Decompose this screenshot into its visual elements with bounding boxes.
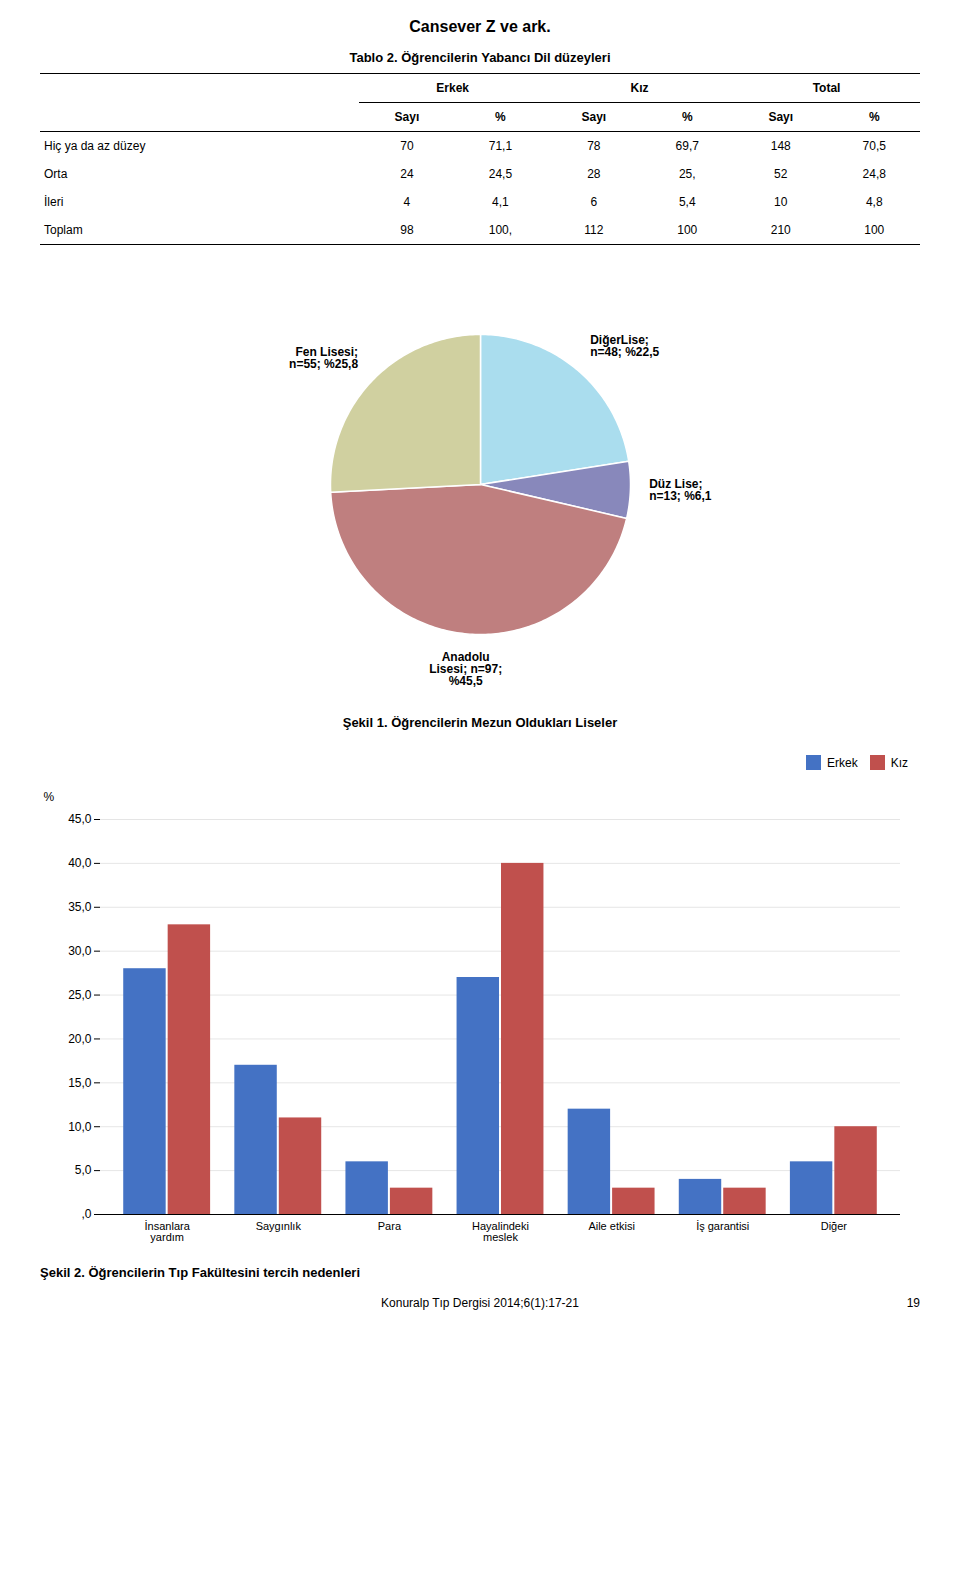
html-text:28: 28 — [587, 167, 601, 181]
html-text:Şekil 2. Öğrencilerin Tıp Fakü: Şekil 2. Öğrencilerin Tıp Fakültesini te… — [40, 1265, 360, 1280]
svg-text:DiğerLise;n=48; %22,5: DiğerLise;n=48; %22,5 — [590, 333, 659, 359]
html-text:Erkek: Erkek — [436, 81, 469, 95]
html-text:100,: 100, — [488, 223, 513, 237]
html-text:25,: 25, — [678, 167, 696, 181]
html-text:19: 19 — [906, 1296, 920, 1310]
html-text:70: 70 — [400, 139, 414, 153]
html-text:Konuralp Tıp Dergisi 2014;6(1): Konuralp Tıp Dergisi 2014;6(1):17-21 — [381, 1296, 579, 1310]
html-text:98: 98 — [400, 223, 414, 237]
html-text:69,7: 69,7 — [675, 139, 699, 153]
html-text:52: 52 — [774, 167, 788, 181]
html-text:Şekil 1. Öğrencilerin Mezun Ol: Şekil 1. Öğrencilerin Mezun Oldukları Li… — [342, 715, 618, 730]
svg-text:40,0: 40,0 — [68, 856, 92, 870]
html-text:Total: Total — [812, 81, 841, 95]
svg-text:AnadoluLisesi; n=97;%45,5: AnadoluLisesi; n=97;%45,5 — [429, 650, 502, 688]
svg-text:15,0: 15,0 — [68, 1076, 92, 1090]
html-text:100: 100 — [677, 223, 698, 237]
svg-text:Diğer: Diğer — [821, 1220, 848, 1232]
html-text:112: 112 — [584, 223, 604, 237]
html-text:Sayı: Sayı — [768, 110, 794, 124]
html-text:70,5: 70,5 — [862, 139, 886, 153]
html-text:5,4: 5,4 — [678, 195, 696, 209]
html-text:Tablo 2. Öğrencilerin Yabancı: Tablo 2. Öğrencilerin Yabancı Dil düzeyl… — [349, 50, 611, 65]
svg-text:30,0: 30,0 — [68, 944, 92, 958]
svg-text:35,0: 35,0 — [68, 900, 92, 914]
html-text:Kız: Kız — [890, 755, 908, 770]
html-text:Cansever Z ve ark.: Cansever Z ve ark. — [409, 18, 551, 35]
html-text:24,5: 24,5 — [488, 167, 513, 181]
html-text:Orta: Orta — [44, 167, 68, 181]
html-text:6: 6 — [590, 195, 598, 209]
html-text:İleri: İleri — [44, 195, 64, 209]
svg-text:25,0: 25,0 — [68, 988, 92, 1002]
svg-text:Hayalindekimeslek: Hayalindekimeslek — [472, 1220, 529, 1243]
svg-text:İş garantisi: İş garantisi — [696, 1220, 749, 1232]
html-text:Sayı: Sayı — [394, 110, 420, 124]
html-text:24,8: 24,8 — [862, 167, 886, 181]
svg-text:10,0: 10,0 — [68, 1120, 92, 1134]
html-text:210: 210 — [770, 223, 791, 237]
svg-text:Para: Para — [378, 1220, 402, 1232]
html-text:Toplam: Toplam — [44, 223, 83, 237]
html-text:148: 148 — [770, 139, 791, 153]
svg-text:5,0: 5,0 — [75, 1163, 92, 1177]
html-text:4,8: 4,8 — [865, 195, 883, 209]
svg-text:,0: ,0 — [81, 1207, 91, 1221]
html-text:71,1: 71,1 — [488, 139, 513, 153]
html-text:10: 10 — [774, 195, 788, 209]
svg-text:İnsanlarayardım: İnsanlarayardım — [145, 1220, 191, 1243]
html-text:24: 24 — [400, 167, 414, 181]
svg-text:Aile etkisi: Aile etkisi — [588, 1220, 634, 1232]
html-text:4: 4 — [403, 195, 411, 209]
svg-text:45,0: 45,0 — [68, 812, 92, 826]
html-text:78: 78 — [587, 139, 601, 153]
svg-text:%: % — [44, 790, 55, 804]
svg-text:Saygınlık: Saygınlık — [256, 1220, 302, 1232]
html-text:Kız: Kız — [630, 81, 649, 95]
svg-text:Düz Lise;n=13; %6,1: Düz Lise;n=13; %6,1 — [649, 477, 712, 503]
svg-text:20,0: 20,0 — [68, 1032, 92, 1046]
html-text:4,1: 4,1 — [492, 195, 509, 209]
svg-text:Fen Lisesi;n=55; %25,8: Fen Lisesi;n=55; %25,8 — [289, 345, 358, 371]
html-text:Sayı: Sayı — [581, 110, 607, 124]
html-text:Hiç ya da az düzey: Hiç ya da az düzey — [44, 139, 146, 153]
html-text:100: 100 — [864, 223, 885, 237]
html-text:Erkek: Erkek — [827, 755, 858, 770]
